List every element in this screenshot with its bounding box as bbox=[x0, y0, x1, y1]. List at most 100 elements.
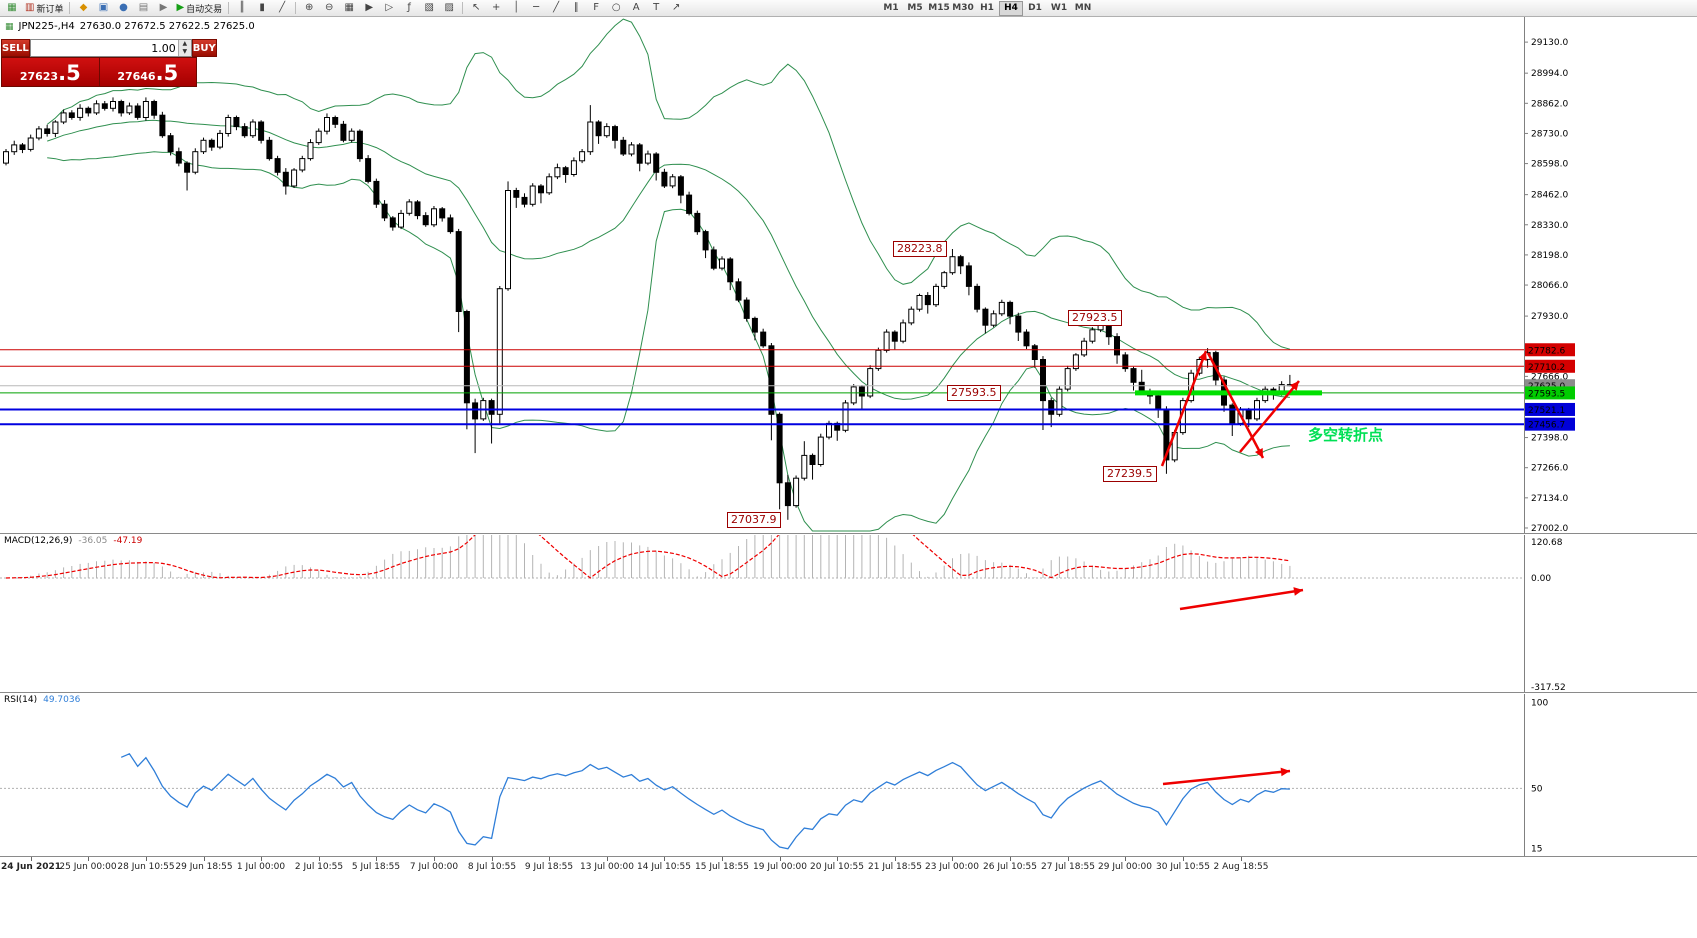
bar-chart-button[interactable]: ║ bbox=[232, 1, 252, 16]
time-tick bbox=[1183, 857, 1184, 861]
terminal-button[interactable]: ▤ bbox=[133, 1, 153, 16]
fibonacci-button[interactable]: F bbox=[586, 1, 606, 16]
zoom-out-button[interactable]: ⊖ bbox=[319, 1, 339, 16]
sell-button[interactable]: SELL bbox=[1, 39, 30, 57]
new-order-icon: ▥ bbox=[25, 2, 35, 13]
equidistant-channel-button[interactable]: ∥ bbox=[566, 1, 586, 16]
vertical-line-button[interactable]: │ bbox=[506, 1, 526, 16]
price-callout: 27239.5 bbox=[1103, 466, 1157, 482]
buy-price[interactable]: 27646.5 bbox=[99, 58, 196, 86]
toolbar-separator bbox=[462, 2, 464, 14]
timeframe-mn-button[interactable]: MN bbox=[1074, 3, 1092, 13]
zoom-in-button[interactable]: ⊕ bbox=[299, 1, 319, 16]
main-chart[interactable]: 29130.0 28994.0 28862.0 28730.0 28598.0 28462… bbox=[0, 17, 1697, 533]
symbol-name: JPN225-,H4 bbox=[18, 21, 75, 32]
svg-text:27593.5: 27593.5 bbox=[1528, 389, 1565, 399]
time-label: 2 Aug 18:55 bbox=[1213, 862, 1269, 872]
timeframe-m1-button[interactable]: M1 bbox=[883, 3, 899, 13]
rsi-chart[interactable]: 100 50 15 bbox=[0, 694, 1697, 857]
chart-window-button[interactable]: ▦ bbox=[2, 1, 22, 16]
chart-mini-icon: ▦ bbox=[5, 21, 14, 32]
macd-value-main: -36.05 bbox=[78, 536, 108, 546]
candlestick-chart-button[interactable]: ▮ bbox=[252, 1, 272, 16]
time-tick bbox=[780, 857, 781, 861]
new-order-label: 新订单 bbox=[36, 4, 64, 15]
market-watch-icon: ◆ bbox=[79, 2, 88, 13]
volume-up-icon[interactable]: ▲ bbox=[178, 40, 191, 48]
navigator-button[interactable]: ● bbox=[113, 1, 133, 16]
trendline-button[interactable]: ╱ bbox=[546, 1, 566, 16]
templates-button[interactable]: ▨ bbox=[439, 1, 459, 16]
volume-stepper[interactable]: ▲ ▼ bbox=[177, 40, 191, 56]
svg-text:29130.0: 29130.0 bbox=[1531, 38, 1568, 48]
new-order-button[interactable]: ▥ 新订单 bbox=[22, 1, 66, 16]
time-tick bbox=[146, 857, 147, 861]
autotrading-icon: ▶ bbox=[176, 2, 185, 13]
svg-text:27134.0: 27134.0 bbox=[1531, 494, 1568, 504]
timeframe-d1-button[interactable]: D1 bbox=[1028, 3, 1042, 13]
time-label: 1 Jul 00:00 bbox=[236, 862, 286, 872]
buy-button[interactable]: BUY bbox=[191, 39, 217, 57]
sell-price[interactable]: 27623.5 bbox=[2, 58, 100, 86]
timeframe-w1-button[interactable]: W1 bbox=[1050, 3, 1068, 13]
svg-text:28730.0: 28730.0 bbox=[1531, 129, 1568, 139]
timeframe-h1-button[interactable]: H1 bbox=[980, 3, 994, 13]
svg-text:27666.0: 27666.0 bbox=[1531, 372, 1568, 382]
svg-text:28198.0: 28198.0 bbox=[1531, 251, 1568, 261]
autotrading-button[interactable]: ▶ 自动交易 bbox=[173, 1, 225, 16]
time-tick bbox=[319, 857, 320, 861]
time-tick bbox=[607, 857, 608, 861]
svg-text:27266.0: 27266.0 bbox=[1531, 464, 1568, 474]
volume-down-icon[interactable]: ▼ bbox=[178, 48, 191, 56]
timeframe-m5-button[interactable]: M5 bbox=[907, 3, 923, 13]
time-tick bbox=[88, 857, 89, 861]
time-label: 29 Jun 18:55 bbox=[175, 862, 233, 872]
equidistant-channel-icon: ∥ bbox=[573, 2, 579, 13]
zoom-in-icon: ⊕ bbox=[304, 2, 314, 13]
text-label-button[interactable]: T bbox=[646, 1, 666, 16]
auto-scroll-button[interactable]: ▶ bbox=[359, 1, 379, 16]
time-label: 23 Jul 00:00 bbox=[925, 862, 979, 872]
arrows-tool-button[interactable]: ↗ bbox=[666, 1, 686, 16]
svg-text:120.68: 120.68 bbox=[1531, 538, 1563, 548]
crosshair-button[interactable]: + bbox=[486, 1, 506, 16]
horizontal-line-button[interactable]: ─ bbox=[526, 1, 546, 16]
strategy-tester-button[interactable]: ▶ bbox=[153, 1, 173, 16]
time-tick bbox=[376, 857, 377, 861]
shapes-button[interactable]: ○ bbox=[606, 1, 626, 16]
bar-chart-icon: ║ bbox=[239, 2, 246, 13]
macd-chart[interactable]: 120.68 0.00 -317.52 bbox=[0, 535, 1697, 693]
timeframe-m15-button[interactable]: M15 bbox=[928, 3, 950, 13]
macd-histogram bbox=[13, 535, 1291, 578]
macd-label: MACD(12,26,9) -36.05 -47.19 bbox=[4, 536, 142, 546]
data-window-button[interactable]: ▣ bbox=[93, 1, 113, 16]
chart-shift-button[interactable]: ▷ bbox=[379, 1, 399, 16]
periods-button[interactable]: ▧ bbox=[419, 1, 439, 16]
price-callout: 27593.5 bbox=[947, 385, 1001, 401]
timeframe-h4-button[interactable]: H4 bbox=[999, 0, 1023, 16]
time-tick bbox=[895, 857, 896, 861]
market-watch-button[interactable]: ◆ bbox=[73, 1, 93, 16]
line-chart-button[interactable]: ╱ bbox=[272, 1, 292, 16]
time-label: 26 Jul 10:55 bbox=[983, 862, 1037, 872]
time-tick bbox=[664, 857, 665, 861]
svg-text:27456.7: 27456.7 bbox=[1528, 421, 1565, 431]
price-axis[interactable]: 29130.0 28994.0 28862.0 28730.0 28598.0 28462… bbox=[1524, 17, 1575, 533]
indicators-icon: ƒ bbox=[407, 2, 411, 13]
time-tick bbox=[204, 857, 205, 861]
candlestick-chart-icon: ▮ bbox=[259, 2, 265, 13]
tile-windows-button[interactable]: ▦ bbox=[339, 1, 359, 16]
time-axis[interactable]: 24 Jun 2021 25 Jun 00:00 28 Jun 10:55 29 Ju… bbox=[0, 856, 1697, 938]
timeframe-m30-button[interactable]: M30 bbox=[952, 3, 974, 13]
horizontal-line-icon: ─ bbox=[533, 2, 540, 13]
toolbar-separator bbox=[69, 2, 71, 14]
cursor-button[interactable]: ↖ bbox=[466, 1, 486, 16]
volume-input[interactable] bbox=[30, 40, 178, 56]
svg-text:28066.0: 28066.0 bbox=[1531, 281, 1568, 291]
symbol-label: ▦ JPN225-,H4 27630.0 27672.5 27622.5 276… bbox=[5, 21, 255, 32]
text-button[interactable]: A bbox=[626, 1, 646, 16]
price-callout: 28223.8 bbox=[893, 241, 947, 257]
auto-scroll-icon: ▶ bbox=[365, 2, 374, 13]
indicators-button[interactable]: ƒ bbox=[399, 1, 419, 16]
svg-text:100: 100 bbox=[1531, 699, 1548, 709]
